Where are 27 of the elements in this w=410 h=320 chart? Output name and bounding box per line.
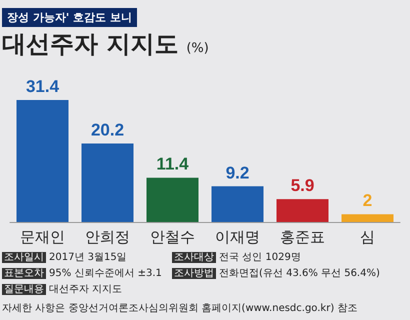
chart-subtitle: 장성 가능자' 호감도 보니	[2, 8, 137, 27]
x-tick-label: 심	[360, 229, 375, 246]
bar	[146, 178, 198, 222]
data-label: 31.4	[26, 76, 60, 96]
text: 조사대상 전국 성인 1029명	[173, 251, 302, 264]
data-label: 2	[362, 191, 372, 210]
bar	[82, 144, 134, 222]
text: 질문내용 대선주자 지지도	[3, 283, 124, 296]
x-tick-label: 안희정	[85, 229, 130, 246]
y-axis-title: (%)	[186, 41, 209, 56]
text: 조사일시 2017년 3월15일	[3, 251, 128, 264]
data-label: 20.2	[90, 120, 124, 140]
x-tick-label: 홍준표	[280, 229, 325, 246]
text: 자세한 사항은 중앙선거여론조사심의위원회 홈페이지(www.nesdc.go.kr) 참조	[2, 302, 358, 315]
bar	[16, 100, 68, 222]
text: 조사방법 전화면접(유선 43.6% 무선 56.4%)	[173, 267, 381, 280]
bar	[212, 186, 264, 222]
x-tick-label: 이재명	[215, 229, 260, 246]
text: 표본오차 95% 신뢰수준에서 ±3.1	[3, 267, 163, 280]
data-label: 9.2	[226, 163, 250, 182]
data-label: 5.9	[290, 176, 314, 196]
data-label: 11.4	[156, 154, 190, 174]
bar	[276, 199, 328, 222]
x-tick-label: 문재인	[20, 229, 65, 246]
x-tick-label: 안철수	[150, 229, 195, 246]
chart-title: 대선주자 지지도	[2, 30, 178, 58]
bar	[342, 214, 394, 222]
